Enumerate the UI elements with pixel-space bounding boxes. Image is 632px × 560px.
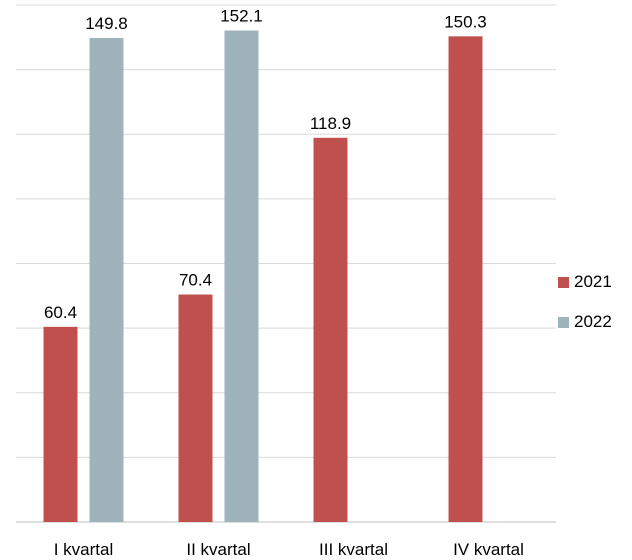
legend: 2021 2022 [558, 270, 612, 350]
data-label-2021-1: 60.4 [44, 303, 77, 322]
data-label-2022-1: 149.8 [85, 14, 128, 33]
legend-label-2021: 2021 [574, 272, 612, 291]
bar-2021-3 [313, 137, 348, 522]
bar-2022-1 [89, 37, 124, 523]
legend-item-2021[interactable]: 2021 [558, 270, 612, 294]
legend-swatch-2021 [558, 276, 569, 288]
bar-2022-2 [224, 30, 259, 522]
x-tick-label-2: II kvartal [186, 540, 250, 559]
bar-2021-1 [43, 326, 78, 522]
data-label-2021-3: 118.9 [310, 114, 351, 133]
data-labels: 60.4 149.8 70.4 152.1 118.9 150.3 [44, 7, 487, 322]
x-tick-label-1: I kvartal [54, 540, 114, 559]
bars [43, 30, 483, 523]
legend-swatch-2022 [558, 316, 569, 328]
data-label-2022-2: 152.1 [220, 7, 263, 26]
legend-label-2022: 2022 [574, 312, 612, 331]
x-tick-label-4: IV kvartal [453, 540, 524, 559]
x-tick-label-3: III kvartal [319, 540, 388, 559]
data-label-2021-4: 150.3 [444, 12, 487, 31]
legend-item-2022[interactable]: 2022 [558, 310, 612, 334]
bar-2021-4 [448, 36, 483, 522]
bar-2021-2 [178, 294, 213, 522]
data-label-2021-2: 70.4 [179, 271, 212, 290]
x-tick-labels: I kvartal II kvartal III kvartal IV kvartal [54, 540, 524, 559]
